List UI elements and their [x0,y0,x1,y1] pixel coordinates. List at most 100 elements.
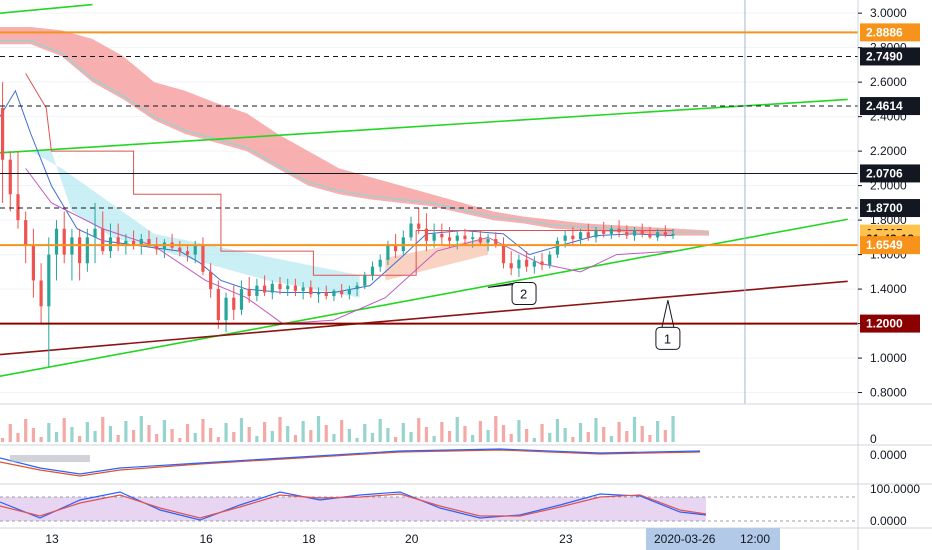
volume-bar [640,426,644,442]
price-tag-label: 1.8700 [866,201,903,215]
candle-body [155,244,159,250]
price-tag-label: 1.2000 [866,317,903,331]
volume-bar [463,426,467,442]
volume-bar [93,431,97,442]
volume-bar [571,437,575,442]
time-tick-label: 23 [559,532,573,546]
volume-bar [178,438,182,442]
volume-bar [270,431,274,442]
time-tick-label: 18 [302,532,316,546]
candle-body [532,261,536,267]
candle-body [201,245,205,272]
volume-bar [232,432,236,442]
candle-body [517,259,521,269]
volume-bar [594,418,598,442]
candle-body [247,289,251,296]
candle-body [548,254,552,265]
volume-bar [309,430,313,442]
volume-bar [563,428,567,442]
candle-body [509,263,513,269]
volume-bar [671,416,675,442]
price-tag-label: 1.6549 [866,238,903,252]
volume-bar [432,436,436,442]
price-tick-label: 0.8000 [870,386,907,400]
bull-cloud [30,151,360,298]
volume-bar [70,427,74,442]
candle-body [301,287,305,291]
candle-body [594,230,598,238]
candle-body [602,230,606,234]
volume-bar [340,420,344,442]
volume-bar [301,421,305,442]
volume-bar [347,429,351,442]
volume-bar [85,422,89,442]
volume-bar [409,432,413,442]
candle-body [370,266,375,276]
volume-bar [239,418,244,442]
candle-body [78,237,82,264]
volume-bar [424,427,429,442]
volume-bar [548,433,552,442]
volume-bar [509,434,513,442]
candle-body [394,245,398,252]
volume-bar [378,419,382,442]
volume-bar [147,425,151,442]
volume-bar [440,422,444,442]
candle-body [563,235,567,241]
candle-body [31,245,35,281]
volume-bar [478,421,482,442]
volume-bar [486,430,490,442]
volume-bar [24,419,28,442]
candle-body [656,232,660,238]
volume-bar [455,417,459,442]
candle-body [640,230,644,234]
price-tick-label: 1.4000 [870,282,907,296]
volume-bar [139,416,143,442]
price-tag-label: 2.7490 [866,49,903,63]
trend-line [0,3,93,14]
candle-body [316,292,321,295]
kijun-line [0,40,710,233]
volume-bar [663,430,667,442]
crosshair-date: 2020-03-26 [654,532,716,546]
stoch-band [0,497,706,521]
volume-bar [278,417,282,442]
candle-body [332,290,336,296]
price-tags: 2.88862.74902.46142.07061.87001.721501:4… [860,23,920,333]
volume-bar [648,435,652,442]
volume-bar [293,435,298,442]
price-tag-label: 2.0706 [866,166,903,180]
price-tag [860,199,920,218]
stoch-pane [0,491,858,522]
candle-body [432,233,436,241]
macd-signal-line [0,449,701,477]
candle-body [16,194,20,221]
volume-bar [370,433,375,442]
volume-bar [555,419,560,442]
callout-box [511,282,537,306]
candle-body [355,285,359,290]
candle-body [424,228,429,241]
price-tick-label: 2.6000 [870,75,907,89]
volume-bar [586,432,590,442]
volume-bar [532,438,536,442]
candle-body [262,285,267,293]
volume-bar [525,429,529,442]
volume-axis-label: 0 [870,432,877,446]
stoch-k-line [0,491,707,521]
candle-body [578,232,583,240]
candle-body [124,240,128,245]
crosshair-time: 12:00 [740,532,770,546]
candle-body [216,289,220,321]
cloud-segment [385,237,489,281]
candle-body [147,239,151,245]
candle-body [632,230,637,236]
candle-body [116,237,120,245]
volume-bar [394,437,398,442]
candle-body [540,261,544,265]
candle-body [586,232,590,238]
volume-bar [578,423,583,442]
volume-bar [124,421,128,442]
volume-bar [116,435,120,442]
